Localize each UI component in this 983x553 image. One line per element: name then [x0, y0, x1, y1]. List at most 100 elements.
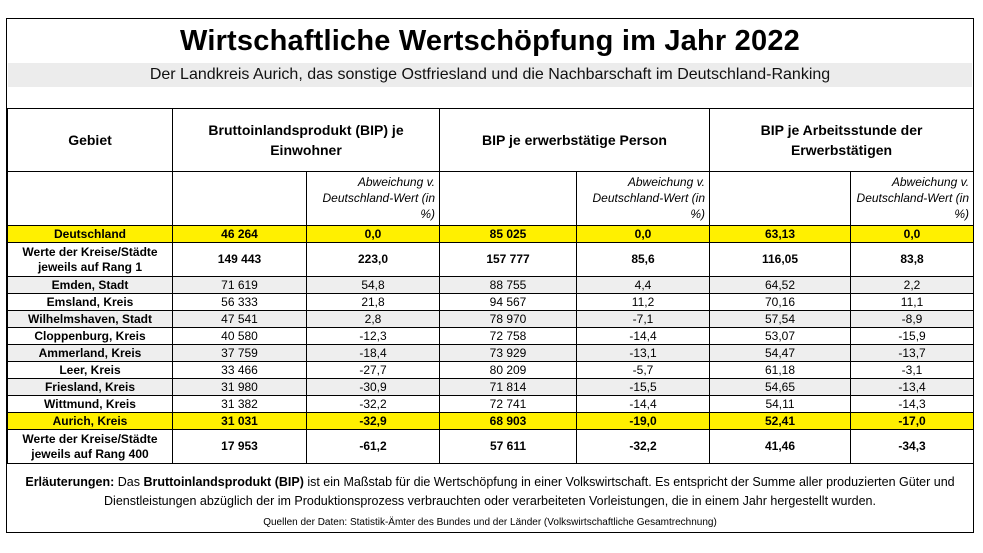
row-label: Leer, Kreis — [7, 361, 173, 379]
row-label: Cloppenburg, Kreis — [7, 327, 173, 345]
row-cell-a2: 85,6 — [576, 242, 711, 277]
row-cell-v1: 71 619 — [172, 276, 307, 294]
row-cell-a1: -32,9 — [305, 412, 441, 430]
row-cell-a1: 21,8 — [305, 293, 441, 311]
row-cell-a2: -5,7 — [576, 361, 711, 379]
row-label: Friesland, Kreis — [7, 378, 173, 396]
row-label: Wittmund, Kreis — [7, 395, 173, 413]
table-row: Wilhelmshaven, Stadt 47 541 2,8 78 970 -7,1 5… — [7, 310, 975, 328]
row-cell-a1: -32,2 — [305, 395, 441, 413]
row-cell-a1: -30,9 — [305, 378, 441, 396]
row-cell-v1: 46 264 — [172, 225, 307, 243]
header-gebiet: Gebiet — [7, 108, 173, 172]
row-cell-v3: 54,65 — [709, 378, 852, 396]
row-cell-a1: 54,8 — [305, 276, 441, 294]
table-row: Wittmund, Kreis 31 382 -32,2 72 741 -14,4 54,… — [7, 395, 975, 413]
page-subtitle: Der Landkreis Aurich, das sonstige Ostfr… — [8, 63, 972, 87]
row-cell-v3: 64,52 — [709, 276, 852, 294]
ranking-table: Gebiet Bruttoinlandsprodukt (BIP) je Ein… — [7, 108, 975, 464]
table-body: Deutschland 46 264 0,0 85 025 0,0 63,13 0,0 Wer… — [7, 225, 975, 464]
row-cell-v2: 72 758 — [439, 327, 578, 345]
row-cell-v3: 57,54 — [709, 310, 852, 328]
row-cell-a2: -19,0 — [576, 412, 711, 430]
row-cell-v3: 52,41 — [709, 412, 852, 430]
header-row-main: Gebiet Bruttoinlandsprodukt (BIP) je Ein… — [7, 108, 975, 172]
table-row: Werte der Kreise/Städte jeweils auf Rang… — [7, 242, 975, 277]
page-title: Wirtschaftliche Wertschöpfung im Jahr 20… — [180, 25, 800, 57]
row-cell-v1: 31 382 — [172, 395, 307, 413]
row-cell-a3: -13,7 — [850, 344, 975, 362]
row-cell-a1: 2,8 — [305, 310, 441, 328]
row-cell-v2: 78 970 — [439, 310, 578, 328]
table-row: Cloppenburg, Kreis 40 580 -12,3 72 758 -14,4… — [7, 327, 975, 345]
header-abweichung-1: Abweichung v. Deutschland-Wert (in %) — [305, 171, 441, 226]
row-cell-a3: -14,3 — [850, 395, 975, 413]
row-cell-v2: 57 611 — [439, 429, 578, 464]
row-cell-v1: 47 541 — [172, 310, 307, 328]
row-cell-v3: 116,05 — [709, 242, 852, 277]
row-label: Ammerland, Kreis — [7, 344, 173, 362]
row-cell-a2: 4,4 — [576, 276, 711, 294]
row-label: Emsland, Kreis — [7, 293, 173, 311]
row-cell-v3: 54,11 — [709, 395, 852, 413]
row-label: Aurich, Kreis — [7, 412, 173, 430]
source-note: Quellen der Daten: Statistik-Ämter des B… — [263, 517, 717, 528]
row-cell-v3: 63,13 — [709, 225, 852, 243]
row-cell-v2: 73 929 — [439, 344, 578, 362]
row-cell-a2: -32,2 — [576, 429, 711, 464]
row-cell-a1: -18,4 — [305, 344, 441, 362]
row-cell-a3: -34,3 — [850, 429, 975, 464]
table-row: Werte der Kreise/Städte jeweils auf Rang… — [7, 429, 975, 464]
footnote: Erläuterungen: Das Bruttoinlandsprodukt … — [7, 464, 973, 511]
row-cell-a1: 0,0 — [305, 225, 441, 243]
table-row: Ammerland, Kreis 37 759 -18,4 73 929 -13,1 54… — [7, 344, 975, 362]
row-cell-v2: 88 755 — [439, 276, 578, 294]
row-cell-v2: 80 209 — [439, 361, 578, 379]
row-cell-v1: 56 333 — [172, 293, 307, 311]
footnote-text: ist ein Maßstab für die Wertschöpfung in… — [104, 475, 955, 508]
row-cell-v1: 31 031 — [172, 412, 307, 430]
row-cell-v1: 37 759 — [172, 344, 307, 362]
row-cell-a3: 83,8 — [850, 242, 975, 277]
row-cell-v2: 71 814 — [439, 378, 578, 396]
row-cell-v2: 85 025 — [439, 225, 578, 243]
row-label: Emden, Stadt — [7, 276, 173, 294]
row-cell-a1: -61,2 — [305, 429, 441, 464]
row-cell-v1: 17 953 — [172, 429, 307, 464]
row-cell-a1: -12,3 — [305, 327, 441, 345]
header-sub-empty — [439, 171, 578, 226]
infographic-frame: Wirtschaftliche Wertschöpfung im Jahr 20… — [6, 18, 975, 533]
row-cell-a2: -7,1 — [576, 310, 711, 328]
table-row: Leer, Kreis 33 466 -27,7 80 209 -5,7 61,18 -3,… — [7, 361, 975, 379]
row-label: Werte der Kreise/Städte jeweils auf Rang… — [7, 242, 173, 277]
table-row: Deutschland 46 264 0,0 85 025 0,0 63,13 0,0 — [7, 225, 975, 243]
row-cell-v3: 53,07 — [709, 327, 852, 345]
row-cell-v2: 157 777 — [439, 242, 578, 277]
table-row: Aurich, Kreis 31 031 -32,9 68 903 -19,0 52,41… — [7, 412, 975, 430]
header-row-sub: Abweichung v. Deutschland-Wert (in %) Ab… — [7, 171, 975, 226]
row-cell-a3: -8,9 — [850, 310, 975, 328]
row-cell-v3: 41,46 — [709, 429, 852, 464]
row-cell-a3: -13,4 — [850, 378, 975, 396]
row-cell-a2: -14,4 — [576, 327, 711, 345]
header-sub-empty — [7, 171, 173, 226]
spacer — [7, 87, 973, 108]
row-cell-v3: 54,47 — [709, 344, 852, 362]
row-cell-v2: 68 903 — [439, 412, 578, 430]
row-cell-v1: 149 443 — [172, 242, 307, 277]
row-cell-v1: 31 980 — [172, 378, 307, 396]
row-cell-a2: -14,4 — [576, 395, 711, 413]
row-cell-a2: -13,1 — [576, 344, 711, 362]
footnote-term: Bruttoinlandsprodukt (BIP) — [143, 475, 304, 489]
table-row: Emsland, Kreis 56 333 21,8 94 567 11,2 70,16 1… — [7, 293, 975, 311]
row-cell-a3: 0,0 — [850, 225, 975, 243]
row-label: Deutschland — [7, 225, 173, 243]
row-cell-a3: -15,9 — [850, 327, 975, 345]
header-bip-einwohner: Bruttoinlandsprodukt (BIP) je Einwohner — [171, 108, 441, 172]
row-cell-v1: 33 466 — [172, 361, 307, 379]
header-bip-arbeitsstunde: BIP je Arbeitsstunde der Erwerbstätigen — [709, 108, 975, 172]
row-cell-v1: 40 580 — [172, 327, 307, 345]
row-cell-a3: -17,0 — [850, 412, 975, 430]
row-cell-v3: 70,16 — [709, 293, 852, 311]
row-cell-v2: 94 567 — [439, 293, 578, 311]
